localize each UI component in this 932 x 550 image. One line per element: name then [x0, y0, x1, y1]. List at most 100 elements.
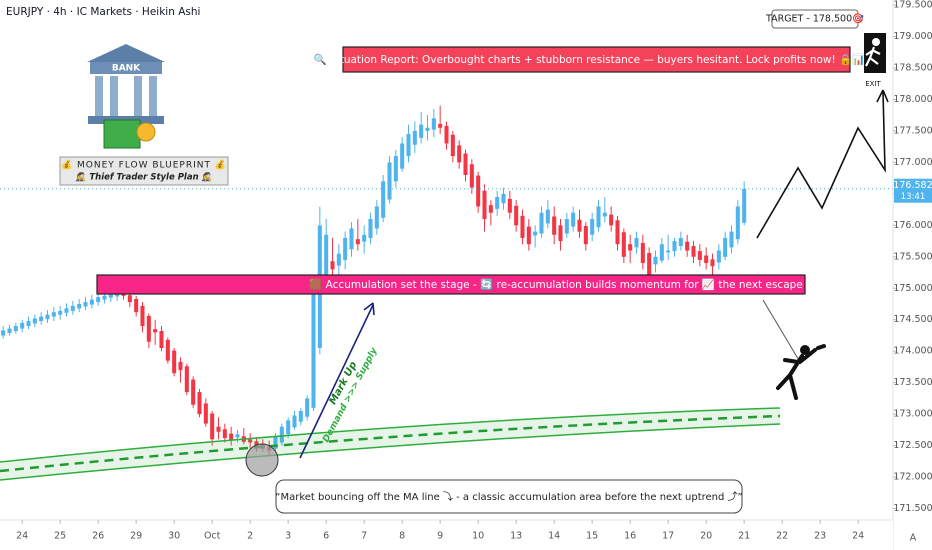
bank-column	[134, 76, 142, 116]
candle-body	[210, 413, 215, 440]
last-price-label: 176.582	[893, 180, 932, 191]
candle	[165, 337, 170, 364]
candle	[412, 121, 417, 153]
candle-body	[324, 234, 329, 288]
candle	[659, 237, 664, 264]
candle-body	[146, 315, 151, 342]
candle-body	[716, 250, 721, 263]
candle	[685, 234, 690, 257]
candle-body	[89, 299, 94, 305]
candle	[203, 398, 208, 427]
blueprint-subtitle: 🕵 Thief Trader Style Plan 🕵	[76, 172, 215, 183]
candle-body	[127, 295, 132, 303]
candle	[596, 200, 601, 232]
candle	[476, 171, 481, 213]
candle	[552, 206, 557, 245]
candle-body	[533, 231, 538, 236]
candle	[393, 149, 398, 188]
candle-body	[457, 145, 462, 163]
candle	[146, 313, 151, 349]
y-tick-label: 173.500	[893, 377, 932, 388]
candle	[184, 363, 189, 396]
candle-body	[507, 198, 512, 213]
candle-body	[691, 246, 696, 257]
candle-body	[153, 329, 158, 333]
x-tick-label: 26	[92, 531, 104, 542]
candle-body	[419, 124, 424, 138]
candle	[387, 156, 392, 204]
candle	[77, 298, 82, 313]
y-tick-label: 175.500	[893, 251, 932, 262]
candle	[609, 206, 614, 232]
candle-body	[545, 209, 550, 224]
candle-body	[501, 193, 506, 204]
candle	[45, 310, 50, 323]
candle	[140, 302, 145, 333]
candle	[640, 234, 645, 270]
candle	[279, 423, 284, 446]
candle	[51, 307, 56, 321]
candle-body	[20, 322, 25, 329]
y-tick-label: 179.000	[893, 31, 932, 42]
candle	[457, 140, 462, 169]
x-tick-label: 25	[54, 531, 66, 542]
ma-line	[0, 414, 781, 473]
candle	[463, 149, 468, 182]
x-tick-label: 21	[738, 531, 750, 542]
candle-body	[526, 226, 531, 245]
candle-body	[406, 134, 411, 157]
candle	[450, 130, 455, 163]
candle	[400, 137, 405, 172]
last-price-box	[894, 178, 932, 203]
ma-fill	[0, 408, 780, 480]
candle-body	[735, 206, 740, 240]
candle	[704, 247, 709, 270]
candle-body	[32, 318, 37, 324]
blueprint-box	[59, 156, 229, 186]
candle	[526, 219, 531, 251]
candle-body	[571, 212, 576, 227]
candle-body	[248, 439, 253, 443]
x-tick-label: 10	[472, 531, 484, 542]
candle	[482, 184, 487, 232]
y-tick-label: 172.000	[893, 472, 932, 483]
candle-body	[70, 305, 75, 311]
candle	[298, 407, 303, 426]
candle	[558, 219, 563, 251]
exit-runner	[865, 46, 881, 67]
candle-body	[742, 188, 747, 223]
candle-body	[697, 251, 702, 260]
candle-body	[58, 310, 63, 315]
candle-body	[197, 392, 202, 415]
candle-body	[590, 219, 595, 235]
candle	[178, 357, 183, 383]
y-tick-label: 175.000	[893, 283, 932, 294]
candle	[32, 314, 37, 328]
candle-body	[64, 308, 69, 313]
candle-body	[463, 153, 468, 175]
candle-body	[678, 237, 683, 247]
candle-body	[26, 320, 31, 327]
blueprint-title: 💰 MONEY FLOW BLUEPRINT 💰	[61, 159, 227, 171]
candle	[70, 300, 75, 315]
rope	[762, 299, 801, 363]
x-tick-label: 20	[700, 531, 712, 542]
y-tick-label: 174.000	[893, 346, 932, 357]
candle-body	[640, 242, 645, 264]
candle-body	[159, 331, 164, 349]
candle	[691, 241, 696, 264]
y-tick-label: 176.000	[893, 220, 932, 231]
bank-label: BANK	[112, 64, 141, 74]
candle-body	[647, 253, 652, 276]
candle	[292, 411, 297, 430]
candle-body	[39, 316, 44, 321]
candle-body	[672, 241, 677, 252]
ma-band-bottom	[0, 423, 781, 481]
candle-body	[13, 326, 18, 332]
y-tick-label: 174.500	[893, 314, 932, 325]
candle	[26, 316, 31, 330]
situation-box	[342, 46, 851, 73]
candle	[311, 275, 316, 412]
bank-logo: BANK	[87, 44, 165, 149]
